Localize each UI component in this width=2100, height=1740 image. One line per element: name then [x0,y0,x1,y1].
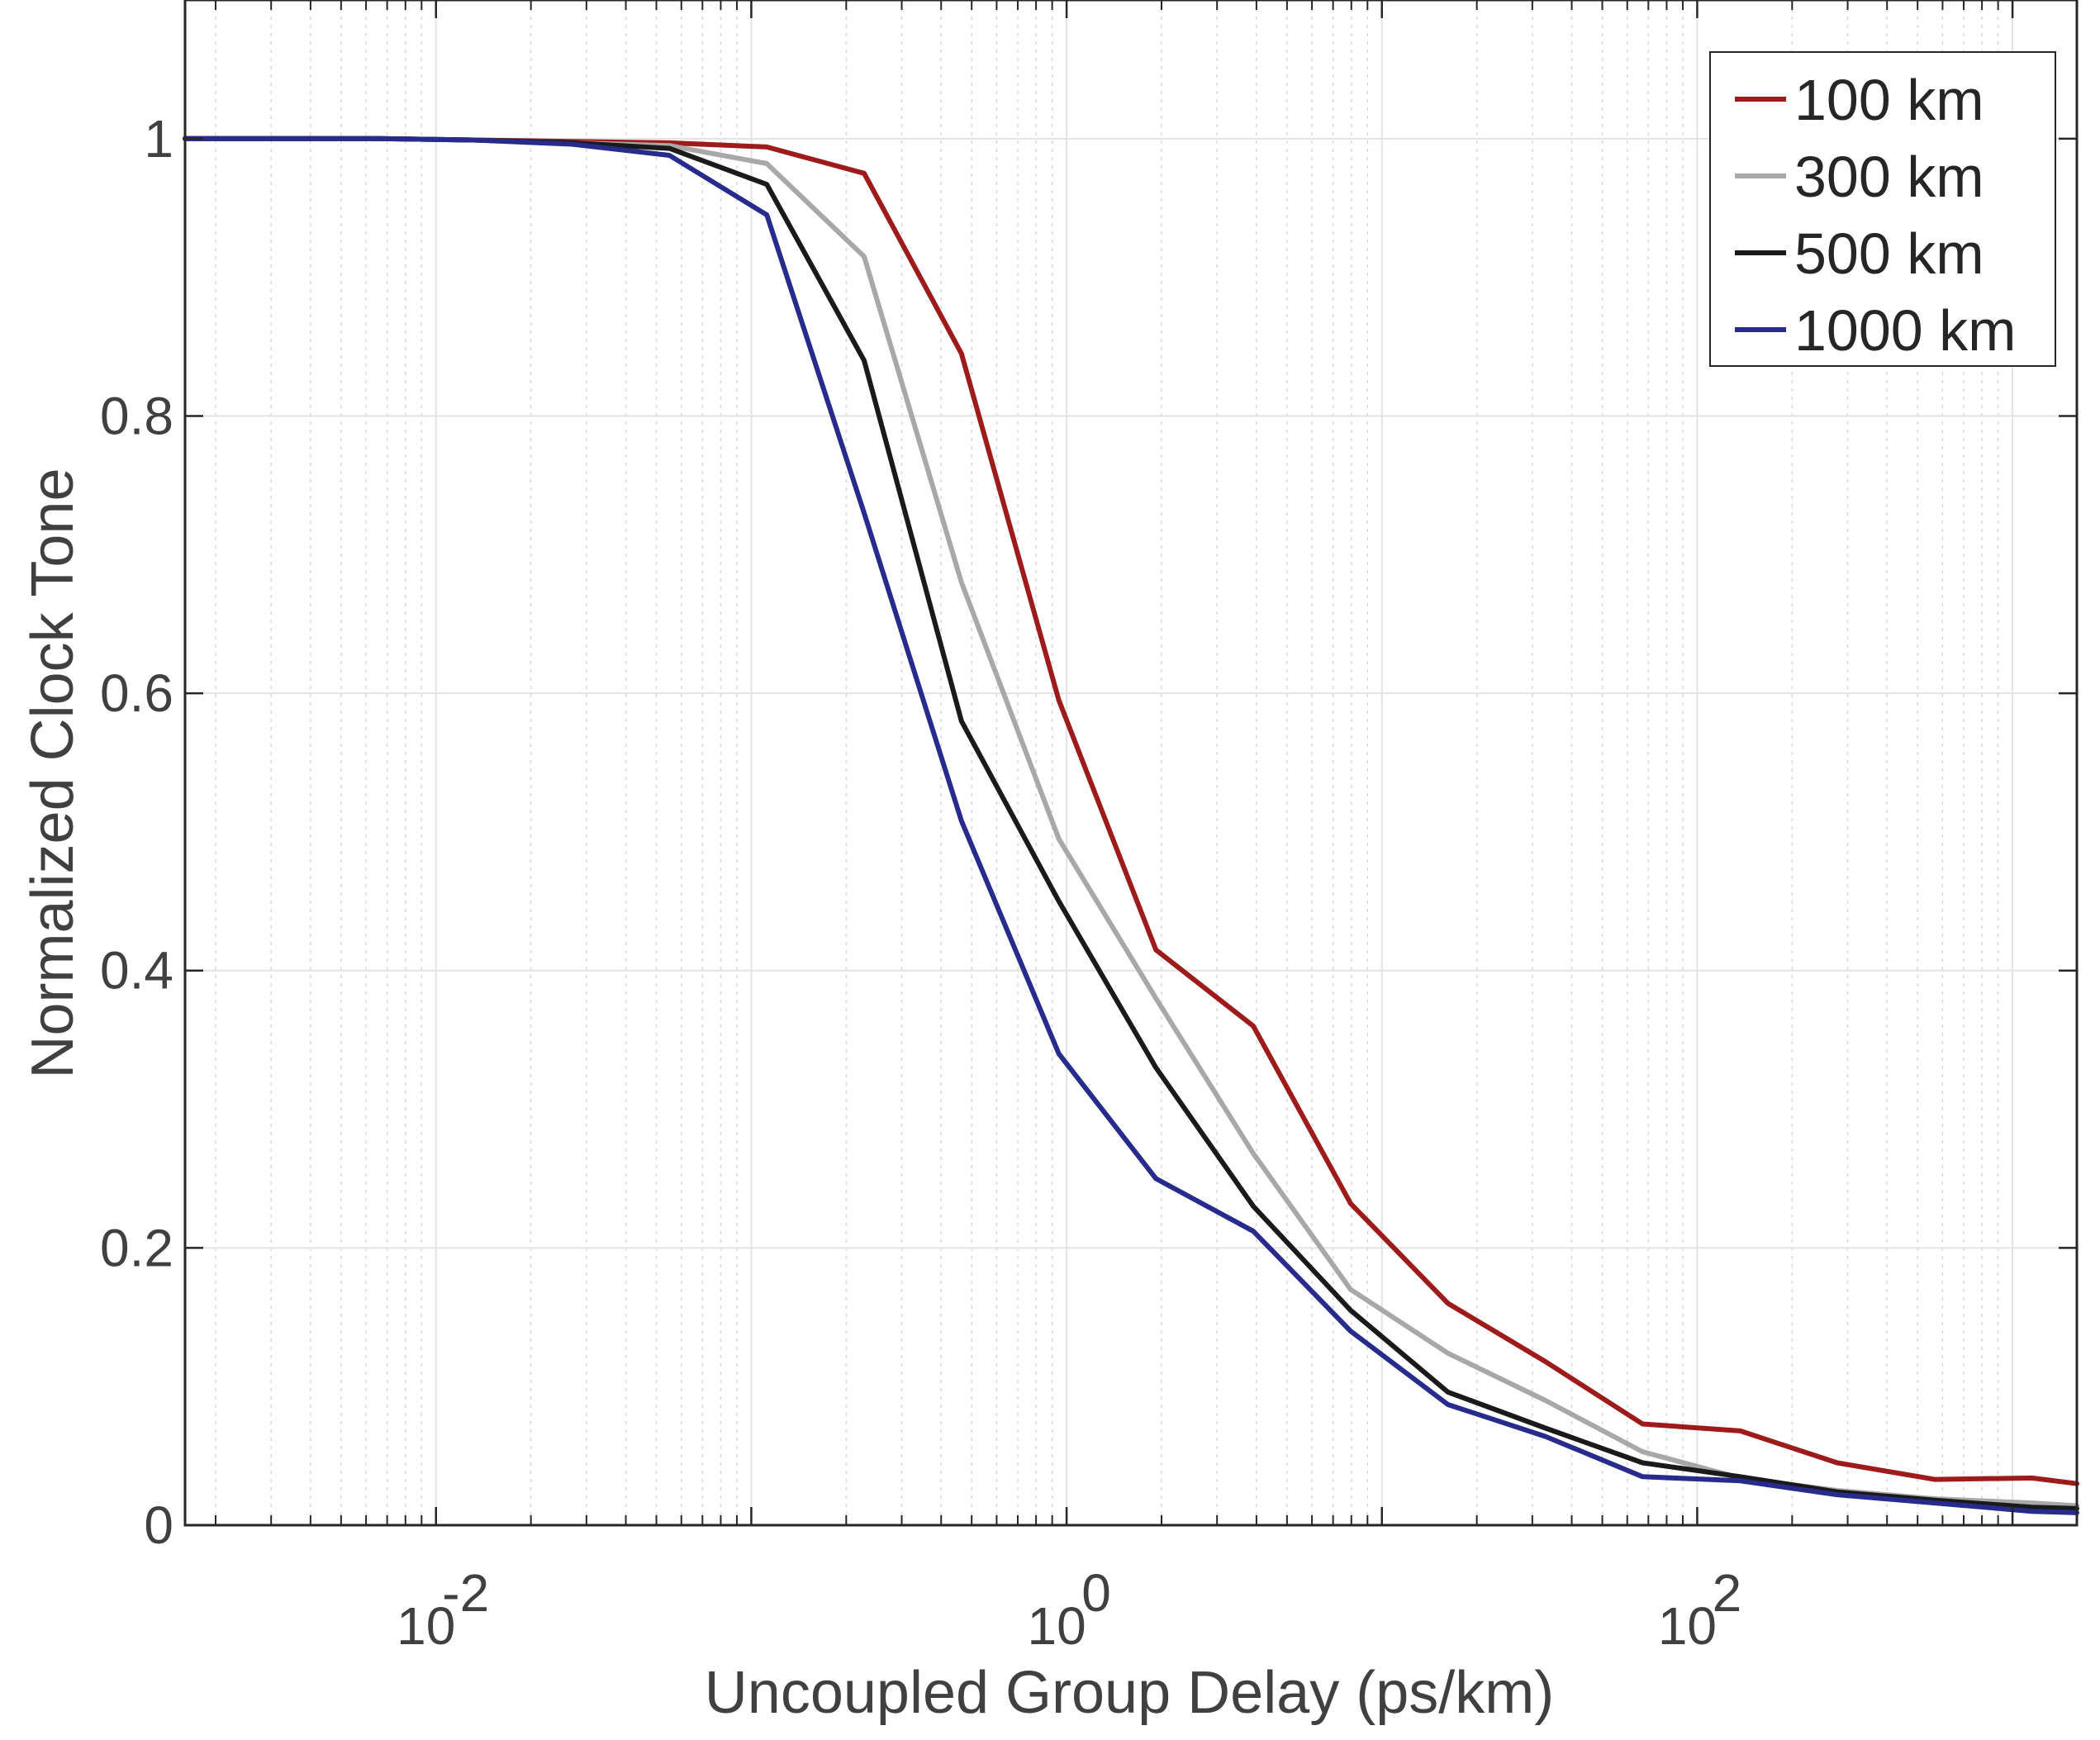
legend-label: 300 km [1794,145,1984,209]
grid [185,0,2077,1525]
x-tick-label: 10 [1658,1596,1717,1656]
plot-frame [183,0,2079,1527]
y-tick-label: 0.4 [100,941,173,1001]
series-line-1000-km [183,135,2079,1515]
x-tick-exponent: 2 [1713,1563,1742,1623]
series-lines [183,135,2079,1515]
axis-labels: Uncoupled Group Delay (ps/km) Normalized… [20,468,1554,1726]
y-tick-label: 0.6 [100,663,173,723]
legend: 100 km 300 km 500 km 1000 km [1709,51,2056,367]
y-axis-label: Normalized Clock Tone [20,468,86,1079]
x-tick-label: 10 [1028,1596,1086,1656]
y-tick-label: 0 [144,1495,173,1555]
y-tick-label: 1 [144,109,173,169]
x-tick-exponent: -2 [442,1563,489,1623]
y-tick-label: 0.2 [100,1218,173,1277]
x-tick-exponent: 0 [1081,1563,1111,1623]
legend-box [1709,51,2056,367]
legend-label: 100 km [1794,68,1984,132]
x-axis-label: Uncoupled Group Delay (ps/km) [705,1660,1554,1726]
legend-label: 500 km [1794,221,1984,286]
y-tick-label: 0.8 [100,386,173,445]
legend-label: 1000 km [1794,298,2016,363]
x-tick-label: 10 [397,1596,455,1656]
